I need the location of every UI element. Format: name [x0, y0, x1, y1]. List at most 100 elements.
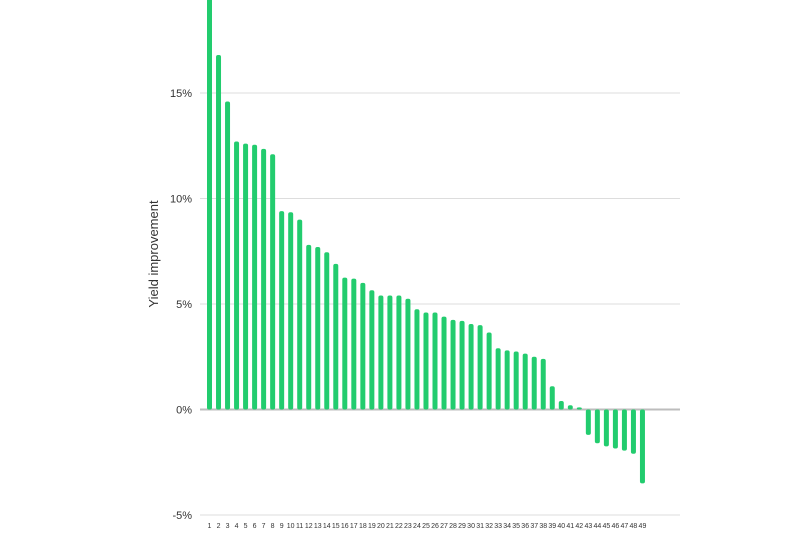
bar — [360, 282, 366, 410]
bar — [495, 348, 501, 410]
bar — [351, 278, 357, 410]
x-tick-label: 10 — [287, 523, 295, 530]
bar — [540, 358, 546, 410]
bar — [558, 401, 564, 410]
x-tick-label: 7 — [262, 523, 266, 530]
x-tick-label: 43 — [584, 523, 592, 530]
x-tick-label: 5 — [244, 523, 248, 530]
bar — [567, 405, 573, 410]
x-tick-label: 20 — [377, 523, 385, 530]
x-tick-label: 8 — [271, 523, 275, 530]
bar — [297, 219, 303, 410]
x-tick-label: 31 — [476, 523, 484, 530]
x-tick-label: 36 — [521, 523, 529, 530]
bar — [306, 244, 312, 410]
bar — [333, 263, 339, 410]
bar — [531, 356, 537, 410]
bar — [441, 316, 447, 410]
bar — [225, 101, 231, 410]
bar — [630, 409, 636, 454]
bar — [369, 290, 375, 410]
x-tick-label: 21 — [386, 523, 394, 530]
bar — [639, 409, 645, 484]
bar — [234, 141, 240, 410]
x-tick-label: 4 — [235, 523, 239, 530]
x-tick-label: 33 — [494, 523, 502, 530]
bar — [405, 298, 411, 410]
bar — [504, 350, 510, 410]
bar — [612, 409, 618, 449]
bar — [594, 409, 600, 444]
x-tick-label: 16 — [341, 523, 349, 530]
y-tick-label: 0% — [176, 405, 192, 417]
x-tick-label: 18 — [359, 523, 367, 530]
bar — [387, 295, 393, 410]
x-tick-label: 25 — [422, 523, 430, 530]
bar — [378, 295, 384, 410]
x-tick-label: 32 — [485, 523, 493, 530]
x-tick-label: 48 — [630, 523, 638, 530]
bar — [585, 409, 591, 435]
x-tick-label: 23 — [404, 523, 412, 530]
bar — [252, 144, 258, 410]
y-tick-label: 5% — [176, 299, 192, 311]
bar — [270, 154, 276, 410]
bar — [468, 324, 474, 410]
x-tick-label: 47 — [621, 523, 629, 530]
x-tick-label: 39 — [548, 523, 556, 530]
bar — [207, 0, 212, 410]
x-tick-label: 11 — [296, 523, 303, 530]
x-tick-label: 9 — [280, 523, 284, 530]
x-tick-label: 22 — [395, 523, 403, 530]
bar — [324, 252, 330, 410]
x-tick-label: 13 — [314, 523, 322, 530]
x-tick-label: 37 — [530, 523, 538, 530]
x-tick-label: 40 — [557, 523, 565, 530]
bar — [243, 143, 249, 410]
bar — [549, 386, 555, 410]
bar — [423, 312, 429, 410]
x-tick-label: 41 — [566, 523, 574, 530]
x-tick-label: 49 — [639, 523, 647, 530]
x-tick-label: 24 — [413, 523, 421, 530]
y-tick-label: 10% — [170, 194, 192, 206]
x-tick-label: 6 — [253, 523, 257, 530]
bar — [342, 277, 348, 410]
x-tick-label: 12 — [305, 523, 313, 530]
x-tick-label: 38 — [539, 523, 547, 530]
x-tick-label: 28 — [449, 523, 457, 530]
x-tick-label: 27 — [440, 523, 448, 530]
x-tick-label: 44 — [593, 523, 601, 530]
bar — [513, 351, 519, 410]
x-tick-label: 15 — [332, 523, 340, 530]
bar — [414, 309, 420, 410]
x-tick-label: 3 — [226, 523, 230, 530]
bar — [522, 353, 528, 410]
x-axis-ticks: 1 2 3 4 5 6 7 8 9 10 11 12 13 14 15 16 17 18 19 20 21 22 23 24 2… — [208, 523, 647, 530]
bar — [432, 312, 438, 410]
x-tick-label: 45 — [602, 523, 610, 530]
x-tick-label: 2 — [217, 523, 221, 530]
x-tick-label: 14 — [323, 523, 331, 530]
bar — [261, 148, 267, 410]
y-tick-label: -5% — [172, 510, 192, 522]
x-tick-label: 29 — [458, 523, 466, 530]
bar — [288, 212, 294, 410]
x-tick-label: 46 — [612, 523, 620, 530]
bar — [450, 319, 456, 410]
bar — [279, 211, 285, 410]
bar — [396, 295, 402, 410]
x-tick-label: 17 — [350, 523, 358, 530]
bars — [207, 0, 645, 484]
bar — [459, 320, 465, 410]
x-tick-label: 30 — [467, 523, 475, 530]
x-tick-label: 19 — [368, 523, 376, 530]
x-tick-label: 26 — [431, 523, 439, 530]
bar — [576, 407, 582, 410]
bar — [486, 332, 492, 410]
x-tick-label: 34 — [503, 523, 511, 530]
bar — [603, 409, 609, 447]
bar — [621, 409, 627, 451]
